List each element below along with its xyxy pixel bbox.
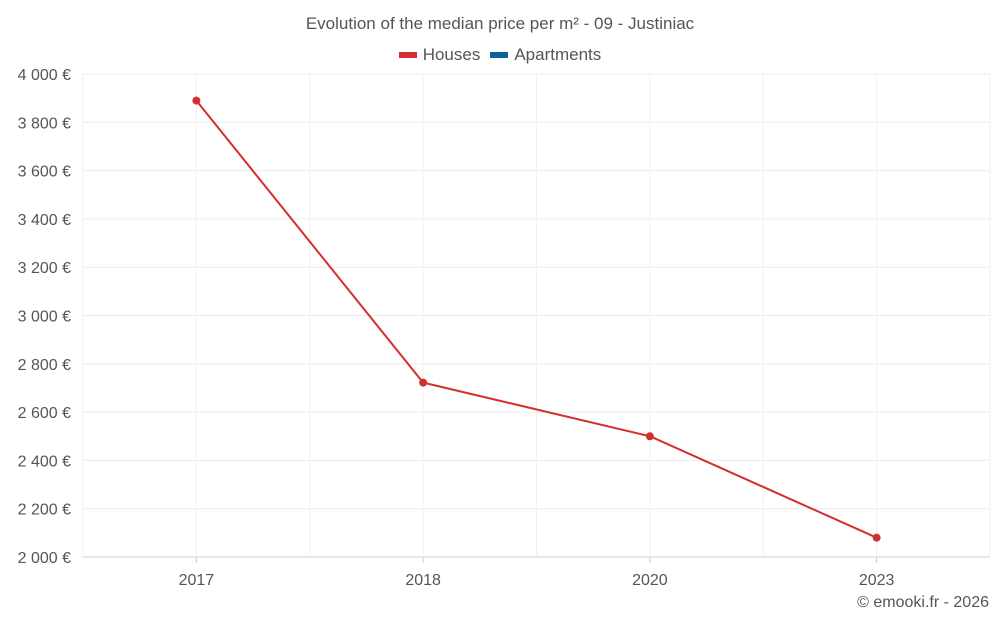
legend: Houses Apartments [0,45,1000,65]
x-tick-label: 2017 [179,572,215,589]
y-tick-label: 2 000 € [18,550,71,567]
x-tick-label: 2018 [405,572,441,589]
x-tick-label: 2020 [632,572,668,589]
y-tick-label: 3 400 € [18,212,71,229]
y-tick-label: 2 800 € [18,357,71,374]
y-tick-label: 2 200 € [18,502,71,519]
legend-label-apartments: Apartments [514,45,602,64]
data-point-houses [645,432,654,441]
legend-item-apartments[interactable]: Apartments [490,45,601,65]
y-tick-label: 2 400 € [18,453,71,470]
y-tick-label: 4 000 € [18,67,71,84]
y-tick-label: 3 600 € [18,164,71,181]
chart-title: Evolution of the median price per m² - 0… [305,14,695,33]
data-point-houses [419,378,428,387]
copyright-credit: © emooki.fr - 2026 [857,594,989,611]
y-tick-label: 3 200 € [18,260,71,277]
series-line-houses [195,99,878,539]
data-point-houses [192,96,201,105]
y-tick-label: 3 800 € [18,115,71,132]
legend-item-houses[interactable]: Houses [398,45,481,65]
legend-label-houses: Houses [422,45,481,64]
x-tick-label: 2023 [859,572,895,589]
y-tick-label: 3 000 € [18,309,71,326]
data-point-houses [872,533,881,542]
legend-swatch-houses [398,52,417,58]
y-tick-label: 2 600 € [18,405,71,422]
legend-swatch-apartments [490,52,509,58]
